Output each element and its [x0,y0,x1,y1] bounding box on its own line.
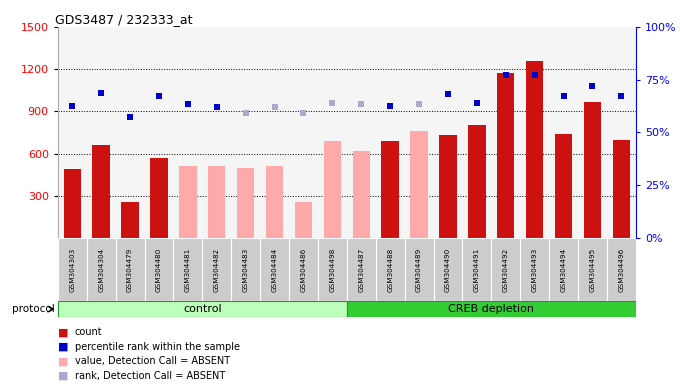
Bar [295,202,312,238]
Text: GSM304487: GSM304487 [358,248,364,292]
Text: GSM304303: GSM304303 [69,248,75,292]
Text: GSM304492: GSM304492 [503,248,509,292]
Text: rank, Detection Call = ABSENT: rank, Detection Call = ABSENT [75,371,225,381]
Bar [613,139,630,238]
Bar [439,135,457,238]
Text: GSM304480: GSM304480 [156,248,162,292]
Text: GSM304484: GSM304484 [271,248,277,292]
Bar [64,169,81,238]
Bar [526,61,543,238]
Bar [266,166,284,238]
Text: GSM304496: GSM304496 [618,248,624,292]
Bar [144,238,173,301]
Text: GSM304486: GSM304486 [301,248,307,292]
Bar [180,166,197,238]
Text: ■: ■ [58,371,68,381]
Text: GSM304498: GSM304498 [329,248,335,292]
Text: GSM304494: GSM304494 [560,248,566,292]
Bar [289,238,318,301]
Bar [260,238,289,301]
Bar [87,238,116,301]
Bar [555,134,573,238]
Bar [92,145,110,238]
Text: GSM304481: GSM304481 [185,248,191,292]
Text: value, Detection Call = ABSENT: value, Detection Call = ABSENT [75,356,230,366]
Bar [549,238,578,301]
Text: ■: ■ [58,356,68,366]
Bar [150,158,168,238]
Text: percentile rank within the sample: percentile rank within the sample [75,342,240,352]
Text: protocol: protocol [12,304,54,314]
Text: count: count [75,327,103,337]
Text: GSM304491: GSM304491 [474,248,480,292]
Text: GSM304483: GSM304483 [243,248,249,292]
Text: GSM304495: GSM304495 [590,248,596,292]
Text: control: control [183,304,222,314]
Bar [462,238,492,301]
Text: GSM304489: GSM304489 [416,248,422,292]
Bar [324,141,341,238]
Bar [347,238,376,301]
Bar [116,238,144,301]
Text: GSM304488: GSM304488 [387,248,393,292]
Bar [578,238,607,301]
Bar [122,202,139,238]
Bar [434,238,462,301]
Bar [318,238,347,301]
Text: ■: ■ [58,327,68,337]
Text: CREB depletion: CREB depletion [448,304,534,314]
Text: GSM304479: GSM304479 [127,248,133,292]
Bar [231,238,260,301]
Text: GDS3487 / 232333_at: GDS3487 / 232333_at [55,13,192,26]
Bar [203,238,231,301]
Bar [347,301,636,317]
Bar [173,238,203,301]
Text: ■: ■ [58,342,68,352]
Bar [376,238,405,301]
Bar [353,151,370,238]
Bar [237,168,254,238]
Bar [381,141,398,238]
Bar [58,301,347,317]
Text: GSM304482: GSM304482 [214,248,220,292]
Bar [405,238,434,301]
Text: GSM304493: GSM304493 [532,248,538,292]
Text: GSM304490: GSM304490 [445,248,451,292]
Bar [492,238,520,301]
Bar [208,166,226,238]
Bar [469,126,486,238]
Bar [520,238,549,301]
Text: GSM304304: GSM304304 [98,248,104,292]
Bar [58,238,87,301]
Bar [497,73,515,238]
Bar [584,101,601,238]
Bar [411,131,428,238]
Bar [607,238,636,301]
